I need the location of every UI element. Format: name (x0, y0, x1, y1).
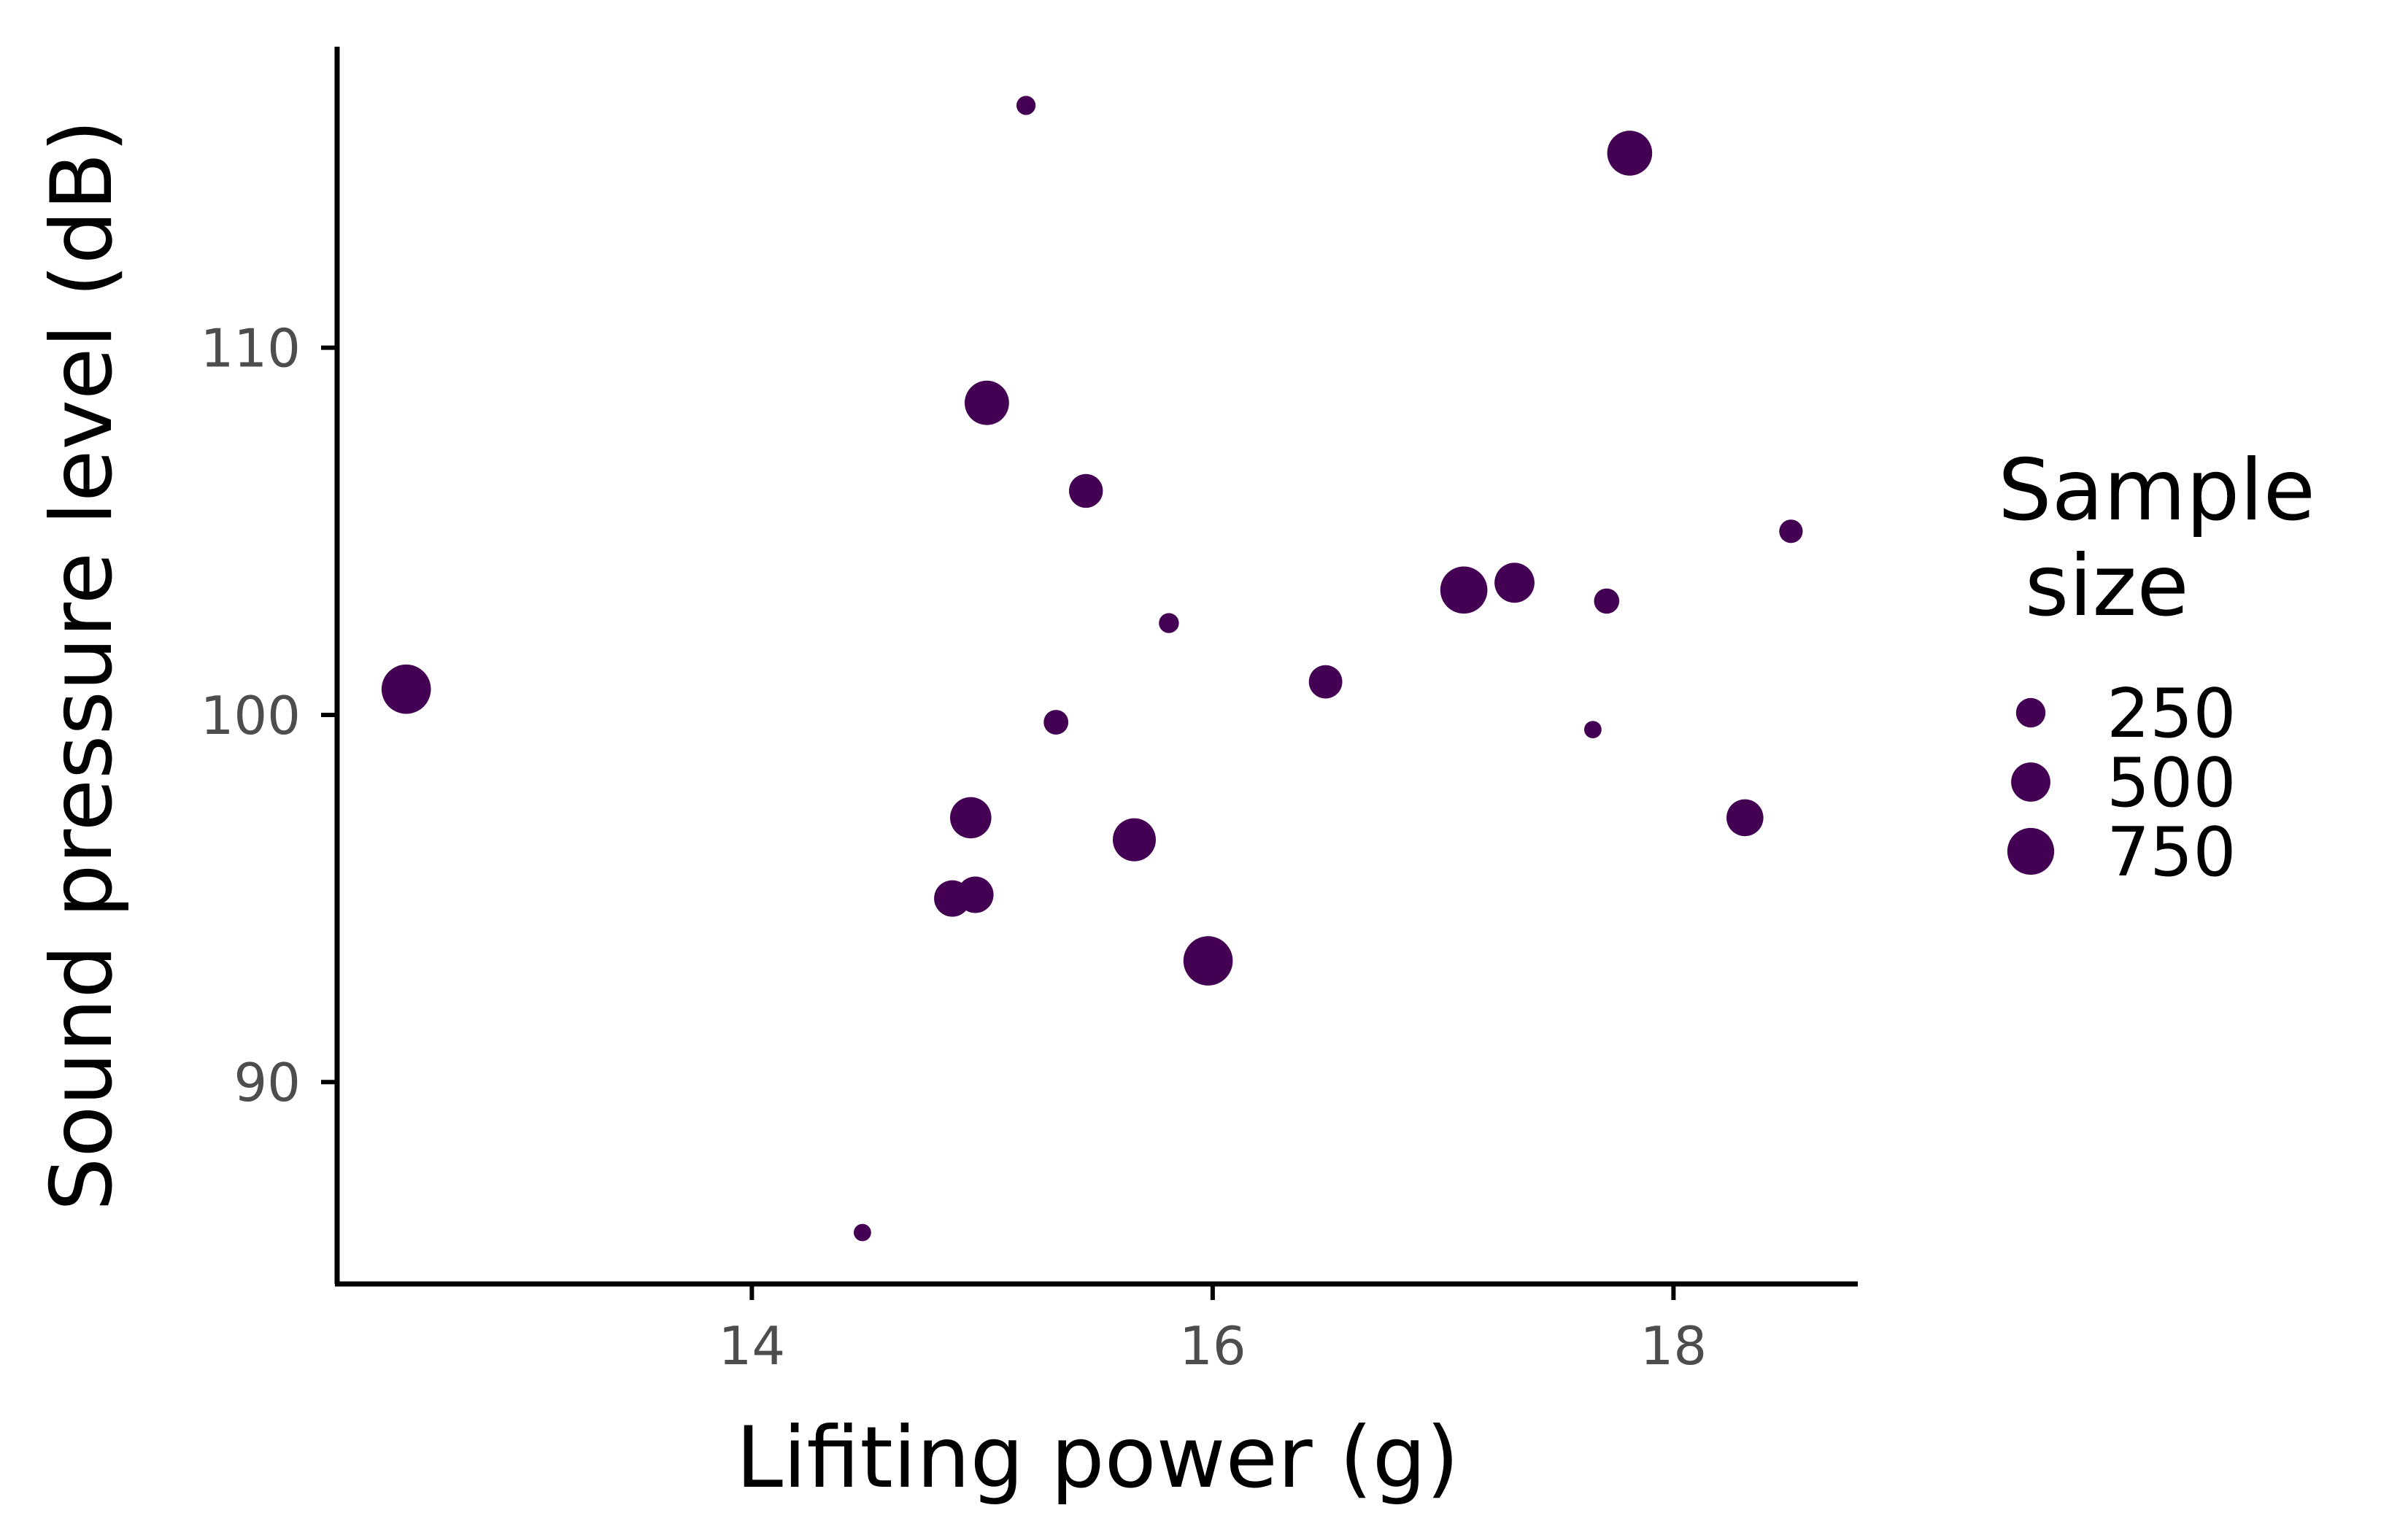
legend-label: 750 (2107, 813, 2237, 891)
data-point (1494, 562, 1535, 603)
plot-panel (334, 47, 1858, 1287)
data-point (965, 380, 1009, 425)
legend-title: Sample size (1998, 441, 2342, 635)
legend-title-line-2: size (1998, 537, 2189, 635)
data-point (1584, 721, 1602, 738)
x-tick-label: 18 (1640, 1315, 1707, 1377)
data-point (1069, 473, 1103, 508)
legend-key-point (2015, 697, 2046, 728)
data-point (1308, 665, 1343, 699)
data-point (1440, 566, 1488, 614)
y-axis-title: Sound pressure level (dB) (33, 120, 131, 1212)
data-point (1594, 588, 1620, 614)
x-tick-label: 16 (1179, 1315, 1246, 1377)
points-layer (381, 96, 1803, 1242)
data-point (1016, 96, 1036, 115)
y-axis-ticks: 90 100 110 (201, 318, 337, 1113)
data-point (1113, 818, 1156, 862)
data-point (957, 876, 994, 913)
y-tick-label: 90 (234, 1052, 301, 1113)
data-point (1607, 131, 1653, 176)
x-tick-label: 14 (719, 1315, 786, 1377)
legend-label: 250 (2107, 674, 2237, 753)
data-point (381, 664, 431, 714)
data-point (950, 797, 992, 839)
data-point (1779, 519, 1803, 543)
data-point (1159, 613, 1179, 633)
legend-label: 500 (2107, 743, 2237, 822)
data-point (1183, 936, 1233, 986)
y-tick-label: 110 (201, 318, 301, 379)
x-axis-ticks: 14 16 18 (719, 1284, 1707, 1377)
legend-title-line-1: Sample (1998, 441, 2315, 540)
legend-key-point (2011, 762, 2050, 802)
data-point (854, 1223, 871, 1242)
y-tick-label: 100 (201, 685, 301, 746)
data-point (1726, 799, 1764, 837)
x-axis-title: Lifiting power (g) (736, 1409, 1459, 1507)
data-point (1043, 710, 1069, 735)
legend-key-point (2007, 827, 2055, 875)
